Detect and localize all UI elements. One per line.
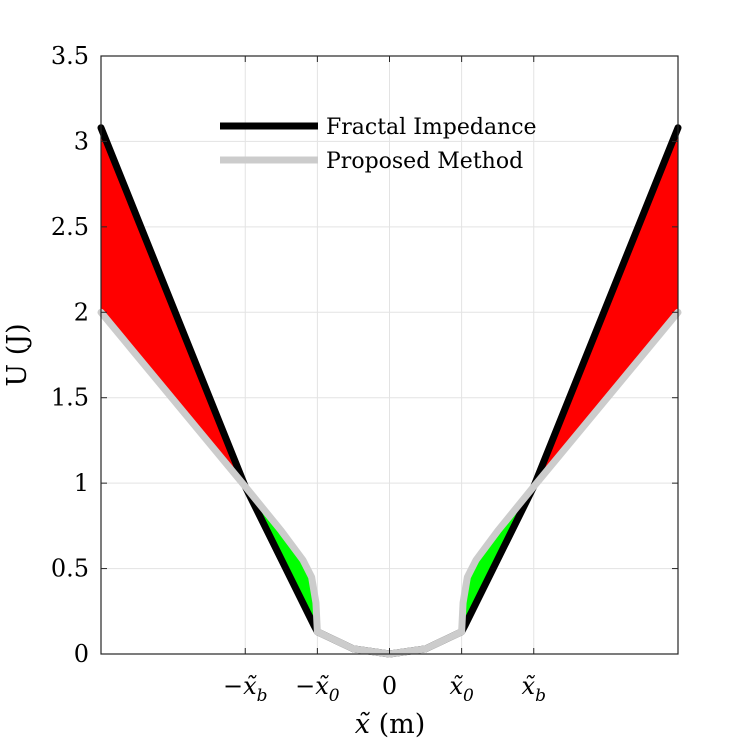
legend-label-proposed-method: Proposed Method (326, 149, 523, 174)
axis-ticks: 00.511.522.533.5−x̃b −x̃0 0 x̃0 x̃b (51, 42, 678, 706)
y-tick-label-5: 2.5 (51, 213, 89, 241)
x-tick-label-sub-4: b (535, 686, 546, 706)
grid (101, 55, 678, 655)
x-tick-label-var-1: x̃ (315, 672, 329, 700)
x-tick-label-sub-1: 0 (329, 686, 340, 706)
x-tick-label-2: 0 (382, 672, 397, 700)
x-tick-label-var-3: x̃ (449, 672, 463, 700)
x-tick-label-sign-0: − (223, 672, 243, 700)
x-tick-label-var-4: x̃ (522, 672, 536, 700)
x-tick-label-sub-3: 0 (463, 686, 474, 706)
x-axis-label-variable: x̃ (355, 709, 371, 740)
x-tick-label-var-2: 0 (382, 672, 397, 700)
y-tick-label-2: 1 (74, 469, 89, 497)
x-tick-label-sub-0: b (257, 686, 268, 706)
x-axis-label-unit: (m) (370, 709, 425, 740)
x-tick-label-4: x̃b (522, 672, 546, 706)
y-tick-label-1: 0.5 (51, 555, 89, 583)
x-tick-label-3: x̃0 (449, 672, 474, 706)
y-tick-label-6: 3 (74, 127, 89, 155)
y-tick-label-4: 2 (74, 298, 89, 326)
x-axis-label: x̃ (m) (355, 709, 426, 740)
x-tick-label-sign-1: − (295, 672, 315, 700)
y-axis-label: U (J) (2, 323, 33, 386)
x-tick-label-0: −x̃b (223, 672, 268, 706)
legend: Fractal Impedance Proposed Method (220, 115, 537, 174)
y-tick-label-0: 0 (74, 640, 89, 668)
y-tick-label-7: 3.5 (51, 42, 89, 70)
x-tick-label-var-0: x̃ (243, 672, 257, 700)
x-tick-label-1: −x̃0 (295, 672, 340, 706)
y-tick-label-3: 1.5 (51, 384, 89, 412)
legend-label-fractal-impedance: Fractal Impedance (326, 115, 537, 140)
